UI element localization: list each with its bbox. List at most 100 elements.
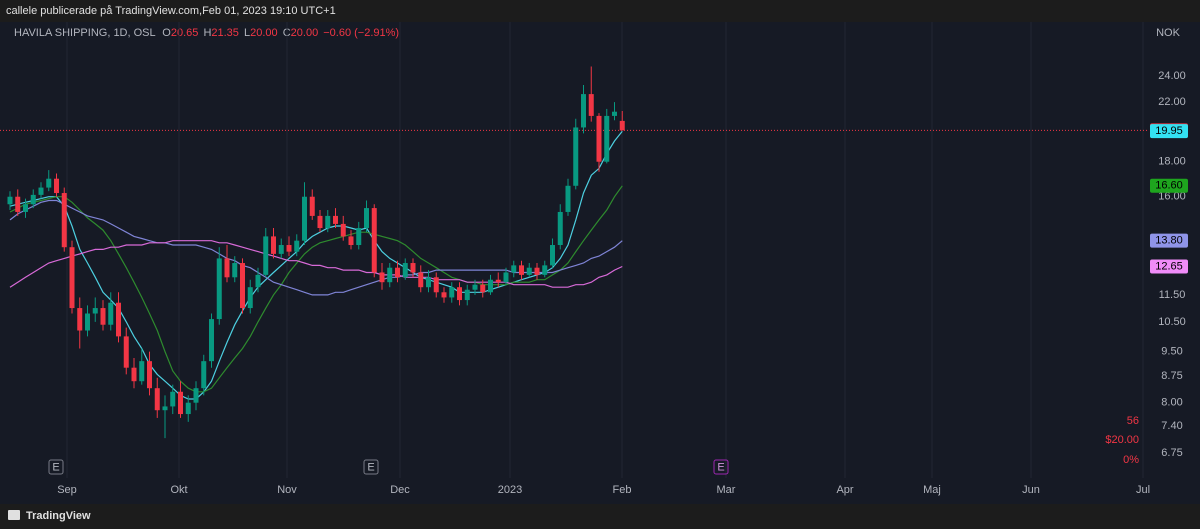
legend: HAVILA SHIPPING, 1D, OSL O20.65 H21.35 L…: [14, 27, 399, 39]
y-tick-label: 8.00: [1161, 397, 1182, 409]
x-tick-label: Okt: [170, 484, 187, 496]
y-tick-label: 22.00: [1158, 96, 1186, 108]
candle-body: [379, 272, 385, 283]
candle-body: [123, 336, 129, 368]
candle-body: [302, 196, 307, 241]
candle-body: [23, 204, 28, 212]
candle-body: [472, 284, 478, 290]
x-tick-label: Maj: [923, 484, 941, 496]
candle-body: [433, 277, 439, 293]
logo-icon: [8, 510, 20, 520]
candle-body: [263, 236, 269, 275]
candle-body: [612, 111, 617, 116]
candle-body: [519, 265, 524, 275]
candle-body: [193, 388, 199, 403]
earnings-marker-label: E: [717, 461, 724, 473]
candle-body: [588, 94, 594, 116]
candle-body: [85, 313, 90, 331]
y-tick-label: 18.00: [1158, 156, 1186, 168]
candle-body: [402, 263, 408, 278]
candle-body: [449, 287, 455, 298]
candle-body: [364, 208, 369, 229]
price-badge-label: 13.80: [1155, 235, 1183, 247]
legend-h-label: H: [203, 27, 211, 39]
candle-body: [271, 236, 276, 254]
candle-body: [619, 120, 625, 131]
price-badge: [1150, 178, 1188, 193]
x-tick-label: Jul: [1136, 484, 1150, 496]
candle-body: [604, 115, 610, 162]
candles-layer: [7, 66, 625, 439]
candle-body: [139, 361, 145, 382]
candle-body: [511, 265, 517, 273]
price-badge-label: 16.60: [1155, 180, 1183, 192]
candle-body: [178, 391, 183, 415]
y-tick-label: 10.50: [1158, 316, 1186, 328]
candle-body: [147, 361, 152, 389]
candle-body: [69, 247, 75, 309]
candle-body: [557, 211, 563, 246]
ma-line: [9, 240, 623, 288]
footer-text: TradingView: [26, 510, 91, 522]
candle-body: [526, 267, 532, 275]
candle-body: [441, 292, 447, 298]
y-tick-label: 24.00: [1158, 70, 1186, 82]
price-badge-label: 12.65: [1155, 260, 1183, 272]
candle-body: [154, 388, 160, 411]
overlay-label: 0%: [1123, 454, 1139, 466]
price-badge: [1150, 233, 1188, 248]
candle-body: [503, 272, 509, 283]
candle-body: [232, 263, 238, 278]
header-bar: [0, 0, 1200, 22]
legend-change: −0.60 (−2.91%): [323, 27, 399, 39]
price-badge: [1150, 124, 1188, 139]
candle-body: [464, 289, 470, 301]
candle-body: [550, 245, 555, 266]
candle-body: [348, 236, 354, 246]
candle-body: [201, 361, 207, 389]
candle-body: [325, 215, 331, 229]
candle-body: [581, 94, 586, 128]
y-tick-label: 11.50: [1159, 289, 1186, 301]
candle-body: [333, 215, 338, 224]
candle-body: [542, 265, 548, 275]
x-tick-label: Dec: [390, 484, 410, 496]
candle-body: [395, 267, 400, 278]
candle-body: [495, 279, 501, 283]
candle-body: [131, 367, 137, 382]
earnings-marker: [363, 459, 379, 475]
grid-layer: [0, 22, 1148, 478]
candle-body: [356, 228, 362, 246]
candle-body: [15, 196, 21, 212]
header-text: callele publicerade på TradingView.com,F…: [6, 5, 336, 17]
legend-l: 20.00: [250, 27, 278, 39]
candle-body: [410, 263, 416, 273]
candle-body: [387, 267, 393, 283]
legend-o-label: O: [162, 27, 171, 39]
x-tick-label: Jun: [1022, 484, 1040, 496]
y-tick-label: 16.00: [1158, 191, 1186, 203]
candle-body: [255, 274, 261, 288]
candle-body: [457, 287, 462, 301]
y-tick-label: 6.75: [1161, 447, 1182, 459]
candle-body: [30, 194, 36, 205]
candle-body: [170, 391, 176, 407]
candle-body: [309, 196, 315, 216]
footer-bar: [0, 504, 1200, 529]
legend-symbol: HAVILA SHIPPING, 1D, OSL: [14, 27, 156, 39]
earnings-marker: [48, 459, 64, 475]
legend-c: 20.00: [291, 27, 319, 39]
price-badge-label: 19.95: [1155, 125, 1183, 137]
candle-body: [340, 223, 346, 237]
candle-body: [596, 115, 602, 162]
earnings-marker-label: E: [52, 461, 59, 473]
candle-body: [565, 185, 571, 212]
candle-body: [371, 208, 377, 273]
overlay-label: $20.00: [1105, 434, 1139, 446]
candle-body: [480, 284, 486, 293]
candle-body: [418, 272, 424, 288]
candle-body: [7, 196, 13, 205]
candle-body: [294, 240, 300, 252]
logo: TradingView: [8, 510, 91, 522]
